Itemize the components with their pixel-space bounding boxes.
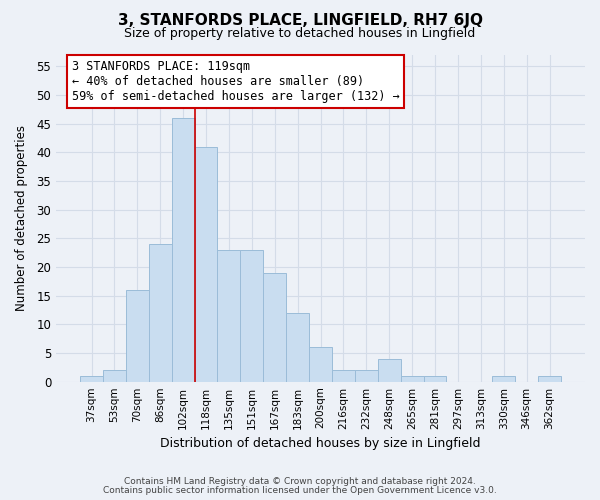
- Bar: [355, 370, 378, 382]
- Bar: [401, 376, 424, 382]
- Bar: [172, 118, 194, 382]
- Bar: [424, 376, 446, 382]
- Bar: [241, 250, 263, 382]
- Y-axis label: Number of detached properties: Number of detached properties: [15, 126, 28, 312]
- Text: 3 STANFORDS PLACE: 119sqm
← 40% of detached houses are smaller (89)
59% of semi-: 3 STANFORDS PLACE: 119sqm ← 40% of detac…: [72, 60, 400, 103]
- X-axis label: Distribution of detached houses by size in Lingfield: Distribution of detached houses by size …: [160, 437, 481, 450]
- Text: Contains public sector information licensed under the Open Government Licence v3: Contains public sector information licen…: [103, 486, 497, 495]
- Bar: [263, 273, 286, 382]
- Text: Size of property relative to detached houses in Lingfield: Size of property relative to detached ho…: [124, 28, 476, 40]
- Bar: [149, 244, 172, 382]
- Text: Contains HM Land Registry data © Crown copyright and database right 2024.: Contains HM Land Registry data © Crown c…: [124, 477, 476, 486]
- Bar: [194, 146, 217, 382]
- Bar: [80, 376, 103, 382]
- Bar: [103, 370, 126, 382]
- Bar: [309, 348, 332, 382]
- Bar: [538, 376, 561, 382]
- Bar: [492, 376, 515, 382]
- Bar: [217, 250, 241, 382]
- Text: 3, STANFORDS PLACE, LINGFIELD, RH7 6JQ: 3, STANFORDS PLACE, LINGFIELD, RH7 6JQ: [118, 12, 482, 28]
- Bar: [286, 313, 309, 382]
- Bar: [378, 359, 401, 382]
- Bar: [126, 290, 149, 382]
- Bar: [332, 370, 355, 382]
